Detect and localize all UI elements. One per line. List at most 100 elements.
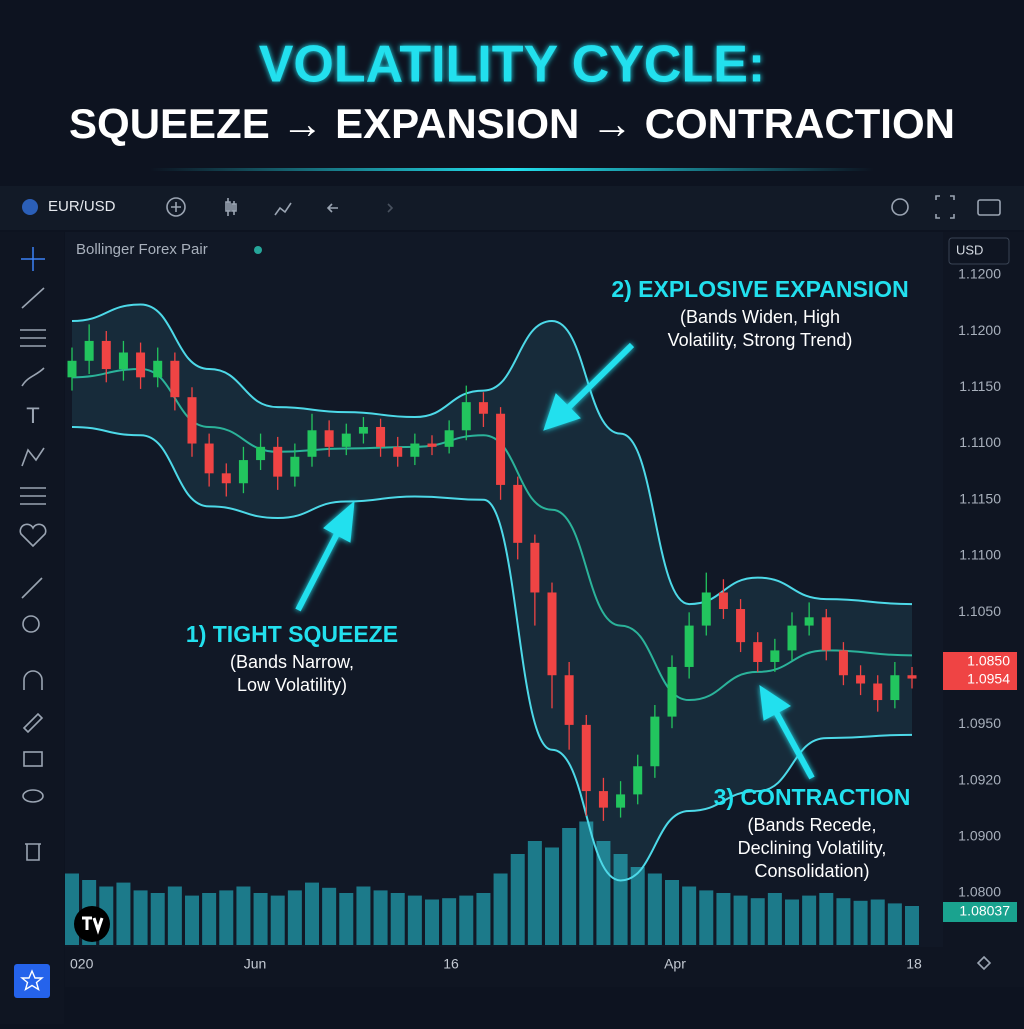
candle-body bbox=[84, 340, 94, 361]
visibility-tool[interactable] bbox=[22, 789, 44, 803]
currency: USD bbox=[956, 242, 983, 257]
candle-body bbox=[444, 430, 454, 447]
lock-draw-tool[interactable] bbox=[22, 712, 44, 734]
pattern-tool[interactable] bbox=[21, 447, 45, 467]
candle-body bbox=[907, 675, 917, 679]
candle-body bbox=[856, 675, 866, 684]
candle-body bbox=[376, 426, 386, 447]
add-button[interactable] bbox=[166, 197, 186, 217]
candle-body bbox=[633, 766, 643, 795]
volume-bar bbox=[699, 890, 714, 945]
line-tool[interactable] bbox=[21, 287, 45, 309]
symbol[interactable]: EUR/USD bbox=[48, 198, 116, 215]
prediction-tool[interactable] bbox=[20, 487, 46, 505]
price-badge-label: 1.0954 bbox=[967, 671, 1010, 687]
time-axis bbox=[65, 947, 1024, 987]
lock-tool[interactable] bbox=[23, 751, 43, 767]
volume-bar bbox=[270, 895, 285, 945]
volume-bar bbox=[356, 886, 371, 945]
candle-body bbox=[821, 617, 831, 651]
candle-body bbox=[461, 402, 471, 431]
add-icon bbox=[171, 202, 181, 212]
annotation-text: (Bands Narrow, bbox=[230, 652, 354, 672]
candle-body bbox=[187, 397, 197, 444]
time-label: Apr bbox=[664, 956, 686, 972]
volume-bar bbox=[339, 893, 354, 945]
annotation-text: Declining Volatility, bbox=[738, 838, 887, 858]
candle-body bbox=[204, 443, 214, 474]
sidebar bbox=[0, 232, 64, 1024]
candle-body bbox=[496, 413, 506, 485]
volume-bar bbox=[870, 899, 885, 945]
candle-body bbox=[341, 433, 351, 447]
chart-pane bbox=[65, 232, 943, 947]
candle-body bbox=[101, 340, 111, 370]
volume-bar bbox=[185, 895, 199, 945]
volume-bar bbox=[133, 890, 148, 945]
volume-bar bbox=[785, 899, 799, 945]
volume-bar bbox=[853, 900, 868, 945]
candle-body bbox=[478, 402, 488, 414]
price-label: 1.1150 bbox=[959, 490, 1001, 506]
favorite-tool[interactable] bbox=[19, 523, 47, 548]
redo-button[interactable] bbox=[387, 203, 394, 213]
arrow-2 bbox=[563, 342, 635, 413]
candle-body bbox=[581, 724, 591, 792]
undo-button[interactable] bbox=[326, 203, 338, 213]
camera-button[interactable] bbox=[977, 199, 1001, 216]
volume-bar bbox=[682, 886, 697, 945]
candle-body bbox=[530, 542, 540, 593]
price-label: 1.0920 bbox=[958, 771, 1001, 787]
volume-bar bbox=[442, 898, 457, 945]
zoom-tool[interactable] bbox=[22, 615, 40, 633]
volume-bar bbox=[887, 903, 902, 945]
ruler-tool[interactable] bbox=[21, 577, 43, 599]
price-label: 1.0950 bbox=[958, 715, 1001, 731]
candle-body bbox=[67, 360, 77, 378]
currency-selector[interactable] bbox=[948, 237, 1010, 265]
volume-bar bbox=[219, 890, 234, 945]
fib-tool[interactable] bbox=[20, 329, 46, 347]
candle-body bbox=[290, 456, 300, 477]
indicator-button[interactable] bbox=[274, 202, 292, 216]
volume-bar bbox=[493, 873, 508, 945]
volume-bar bbox=[167, 886, 182, 945]
candle-body bbox=[410, 443, 420, 457]
candle-button[interactable] bbox=[225, 198, 237, 216]
delete-tool[interactable] bbox=[25, 843, 41, 861]
volume-bar bbox=[579, 821, 594, 945]
volume-bar bbox=[527, 841, 542, 945]
volume-bar bbox=[476, 893, 491, 945]
star-button[interactable] bbox=[14, 964, 50, 998]
annotation-text: Consolidation) bbox=[754, 861, 869, 881]
candle-body bbox=[273, 446, 283, 477]
candle-body bbox=[770, 650, 780, 662]
price-label: 1.0800 bbox=[958, 884, 1001, 900]
candle-body bbox=[324, 430, 334, 447]
crosshair-tool[interactable] bbox=[21, 247, 45, 271]
fullscreen-button[interactable] bbox=[935, 195, 955, 219]
volume-bar bbox=[116, 882, 131, 945]
volume-bar bbox=[305, 882, 319, 945]
band-upper bbox=[71, 303, 913, 606]
price-badge bbox=[943, 670, 1017, 690]
settings-button[interactable] bbox=[891, 198, 909, 216]
brush-tool[interactable] bbox=[21, 367, 45, 387]
annotation-text: (Bands Widen, High bbox=[680, 307, 840, 327]
annotation-title: 1) TIGHT SQUEEZE bbox=[186, 621, 398, 647]
text-tool-icon[interactable]: T bbox=[26, 403, 39, 428]
volume-bar bbox=[905, 906, 919, 945]
volume-bar bbox=[836, 898, 851, 945]
annotation-text: (Bands Recede, bbox=[747, 815, 876, 835]
volume-bar bbox=[150, 893, 165, 945]
candle-body bbox=[598, 791, 608, 808]
magnet-tool[interactable] bbox=[23, 670, 43, 690]
axis-settings[interactable] bbox=[976, 955, 992, 971]
candle-body bbox=[238, 460, 248, 484]
time-label: Jun bbox=[244, 956, 267, 972]
volume-bar bbox=[65, 873, 79, 945]
volume-bar bbox=[630, 867, 645, 945]
arrow-3 bbox=[773, 710, 815, 780]
volume-bar bbox=[647, 873, 662, 945]
annotation-text: Low Volatility) bbox=[237, 675, 347, 695]
